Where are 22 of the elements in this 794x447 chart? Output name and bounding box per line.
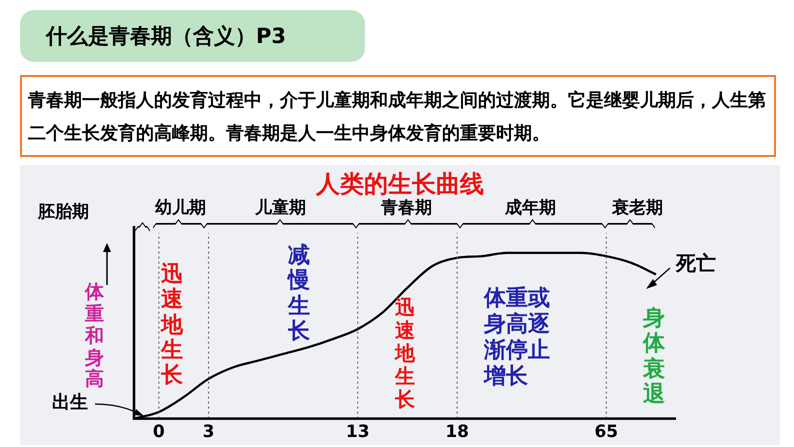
annotation: 迅速地生长 — [160, 262, 184, 388]
x-tick-label: 13 — [346, 422, 370, 442]
chart-title: 人类的生长曲线 — [316, 170, 484, 198]
x-tick-label: 65 — [594, 422, 618, 442]
x-tick-label: 18 — [445, 422, 469, 442]
text: 出生 — [52, 391, 88, 414]
text: 青春期 — [381, 197, 432, 219]
x-tick-label: 0 — [152, 422, 165, 442]
x-tick-label: 3 — [202, 422, 214, 442]
annotation: 迅速地生长 — [394, 295, 416, 411]
text: 衰老期 — [612, 197, 663, 219]
annotation: 减慢生长 — [287, 243, 312, 344]
text: 胚胎期 — [38, 201, 89, 223]
annotation: 死亡 — [676, 250, 716, 277]
text: 幼儿期 — [155, 197, 206, 219]
y-axis-title: 体重和身高 — [84, 281, 105, 392]
annotation: 身体衰退 — [642, 306, 666, 408]
text: 什么是青春期（含义）P3 — [46, 23, 286, 50]
text: 青春期一般指人的发育过程中，介于儿童期和成年期之间的过渡期。它是继婴儿期后，人生第二个生长发育的高峰期。青春期是人一生中身体发育的重要时期。 — [28, 89, 767, 146]
text: 成年期 — [505, 197, 556, 219]
annotation: 体重或身高逐渐停止增长 — [484, 286, 551, 390]
text: 儿童期 — [255, 197, 306, 219]
